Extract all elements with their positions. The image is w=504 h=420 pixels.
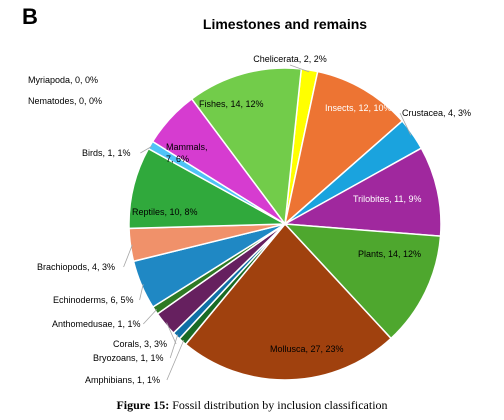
leader-line-echinoderms bbox=[139, 284, 144, 301]
leader-line-brachiopods bbox=[123, 244, 133, 268]
slice-plants bbox=[283, 223, 442, 340]
slice-label-chelicerata: Chelicerata, 2, 2% bbox=[253, 54, 327, 64]
leader-line-corals bbox=[166, 322, 177, 345]
slice-label-reptiles: Reptiles, 10, 8% bbox=[132, 207, 198, 217]
slice-label-crustacea: Crustacea, 4, 3% bbox=[402, 108, 471, 118]
slice-label-corals: Corals, 3, 3% bbox=[113, 339, 167, 349]
slice-label-anthomedusae: Anthomedusae, 1, 1% bbox=[52, 319, 141, 329]
leader-line-anthomedusae bbox=[143, 309, 158, 325]
leader-line-birds bbox=[140, 145, 153, 154]
figure-caption: Figure 15: Fossil distribution by inclus… bbox=[0, 398, 504, 413]
slice-label-amphibians: Amphibians, 1, 1% bbox=[85, 375, 160, 385]
figure-caption-text: Fossil distribution by inclusion classif… bbox=[172, 398, 388, 412]
slice-mollusca bbox=[184, 222, 393, 381]
leader-lines bbox=[123, 64, 412, 381]
slice-label-nematodes: Nematodes, 0, 0% bbox=[28, 96, 102, 106]
slice-label-fishes: Fishes, 14, 12% bbox=[199, 99, 264, 109]
leader-line-amphibians bbox=[166, 339, 185, 381]
pie-slices bbox=[128, 67, 442, 381]
figure-number: Figure 15: bbox=[116, 398, 170, 412]
slice-label-echinoderms: Echinoderms, 6, 5% bbox=[53, 295, 134, 305]
leader-line-crustacea bbox=[399, 112, 412, 136]
slice-label-myriapoda: Myriapoda, 0, 0% bbox=[28, 75, 98, 85]
chart-title: Limestones and remains bbox=[203, 16, 367, 32]
slice-fishes bbox=[190, 67, 303, 226]
slice-insects bbox=[283, 70, 404, 227]
slice-label-plants: Plants, 14, 12% bbox=[358, 249, 421, 259]
slice-label-bryozoans: Bryozoans, 1, 1% bbox=[93, 353, 164, 363]
slice-labels: Chelicerata, 2, 2% Insects, 12, 10% Crusta… bbox=[28, 54, 471, 385]
slice-label-brachiopods: Brachiopods, 4, 3% bbox=[37, 262, 115, 272]
panel-label: B bbox=[22, 4, 38, 29]
slice-label-trilobites: Trilobites, 11, 9% bbox=[353, 194, 422, 204]
slice-trilobites bbox=[282, 147, 442, 237]
slice-label-mollusca: Mollusca, 27, 23% bbox=[270, 344, 344, 354]
slice-label-insects: Insects, 12, 10% bbox=[325, 103, 392, 113]
leader-line-chelicerata bbox=[289, 64, 310, 73]
leader-line-bryozoans bbox=[169, 334, 179, 359]
slice-label-birds: Birds, 1, 1% bbox=[82, 148, 131, 158]
slice-label-mammals: Mammals, 7, 6% bbox=[166, 142, 208, 164]
